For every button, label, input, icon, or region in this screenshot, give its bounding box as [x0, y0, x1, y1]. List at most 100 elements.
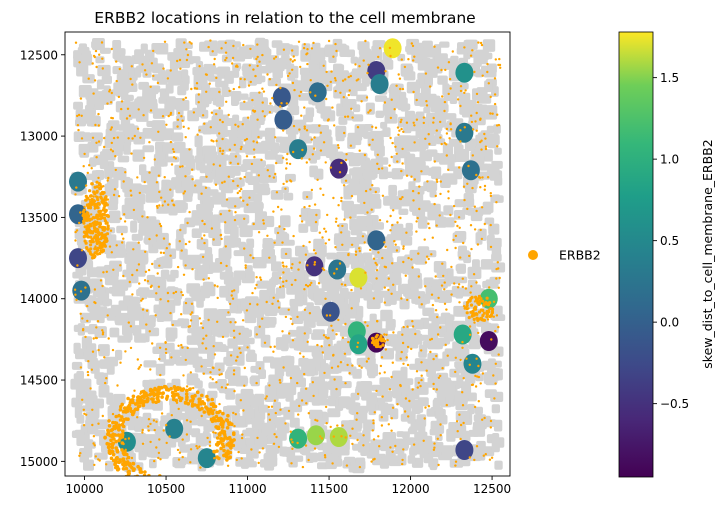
- erbb2-point: [94, 123, 97, 127]
- erbb2-point: [433, 45, 436, 48]
- erbb2-point: [462, 377, 465, 380]
- background-cell: [194, 155, 204, 163]
- erbb2-point: [425, 104, 429, 107]
- erbb2-point: [109, 456, 114, 461]
- erbb2-point: [275, 161, 278, 165]
- background-cell: [355, 315, 363, 323]
- erbb2-point: [261, 87, 264, 90]
- erbb2-point: [376, 319, 379, 323]
- erbb2-point: [380, 416, 383, 419]
- erbb2-point: [184, 358, 187, 362]
- erbb2-point: [122, 452, 126, 457]
- erbb2-point: [214, 183, 218, 186]
- erbb2-point: [310, 188, 314, 192]
- erbb2-point: [175, 401, 179, 404]
- erbb2-point: [474, 120, 477, 123]
- erbb2-point: [406, 363, 410, 367]
- background-cell: [265, 254, 277, 264]
- background-cell: [117, 155, 130, 163]
- erbb2-point: [451, 50, 454, 53]
- erbb2-point: [221, 335, 225, 339]
- erbb2-point: [283, 227, 286, 231]
- erbb2-point: [267, 405, 270, 409]
- erbb2-point: [128, 401, 133, 405]
- erbb2-point: [156, 390, 160, 395]
- erbb2-point: [310, 47, 314, 50]
- erbb2-point: [224, 245, 227, 248]
- erbb2-point: [119, 264, 122, 267]
- background-cell: [243, 207, 257, 214]
- erbb2-point: [319, 435, 322, 438]
- background-cell: [111, 269, 119, 278]
- erbb2-point: [345, 464, 349, 467]
- background-cell: [399, 298, 410, 310]
- background-cell: [442, 173, 455, 182]
- erbb2-point: [234, 123, 237, 127]
- erbb2-point: [132, 478, 136, 482]
- background-cell: [136, 289, 144, 297]
- erbb2-point: [112, 437, 116, 441]
- background-cell: [164, 196, 172, 206]
- background-cell: [406, 46, 415, 55]
- erbb2-point: [285, 279, 288, 283]
- background-cell: [237, 200, 250, 208]
- erbb2-point: [330, 70, 333, 73]
- background-cell: [390, 223, 404, 236]
- erbb2-point: [111, 441, 116, 446]
- erbb2-point: [83, 217, 87, 221]
- erbb2-point: [106, 224, 110, 228]
- erbb2-point: [302, 244, 305, 248]
- background-cell: [280, 344, 289, 352]
- erbb2-point: [274, 411, 277, 415]
- erbb2-point: [145, 393, 149, 398]
- erbb2-point: [198, 129, 201, 132]
- erbb2-point: [104, 195, 108, 199]
- erbb2-point: [447, 92, 450, 96]
- erbb2-point: [470, 285, 473, 288]
- erbb2-point: [102, 191, 106, 195]
- background-cell: [338, 116, 348, 125]
- erbb2-point: [326, 213, 329, 217]
- erbb2-point: [166, 77, 170, 80]
- erbb2-point: [93, 192, 97, 196]
- erbb2-point: [95, 326, 98, 329]
- erbb2-point: [124, 171, 127, 174]
- erbb2-point: [497, 353, 500, 356]
- erbb2-point: [218, 402, 221, 406]
- erbb2-point: [169, 113, 172, 116]
- erbb2-point: [473, 405, 477, 409]
- erbb2-point: [79, 290, 83, 293]
- erbb2-point: [416, 386, 419, 389]
- background-cell: [226, 405, 240, 413]
- erbb2-point: [105, 203, 109, 207]
- erbb2-point: [279, 285, 282, 289]
- erbb2-point: [496, 145, 499, 148]
- erbb2-point: [80, 137, 84, 140]
- erbb2-point: [209, 39, 212, 42]
- erbb2-point: [402, 260, 405, 264]
- background-cell: [453, 166, 463, 180]
- erbb2-point: [417, 275, 420, 278]
- erbb2-point: [222, 448, 226, 453]
- erbb2-point: [312, 394, 315, 398]
- colored-cell: [329, 427, 348, 447]
- erbb2-point: [75, 298, 78, 302]
- erbb2-point: [73, 288, 77, 291]
- background-cell: [385, 324, 396, 331]
- erbb2-point: [149, 440, 152, 444]
- erbb2-point: [257, 461, 260, 465]
- erbb2-point: [412, 90, 415, 94]
- erbb2-point: [133, 134, 136, 138]
- erbb2-point: [155, 396, 160, 401]
- erbb2-point: [140, 401, 144, 405]
- erbb2-point: [489, 307, 493, 311]
- erbb2-point: [349, 144, 353, 147]
- erbb2-point: [143, 390, 147, 395]
- background-cell: [179, 223, 187, 235]
- erbb2-point: [296, 381, 299, 385]
- background-cell: [390, 338, 402, 347]
- erbb2-point: [98, 53, 101, 56]
- erbb2-point: [231, 62, 234, 65]
- erbb2-point: [184, 242, 188, 246]
- erbb2-point: [482, 303, 486, 307]
